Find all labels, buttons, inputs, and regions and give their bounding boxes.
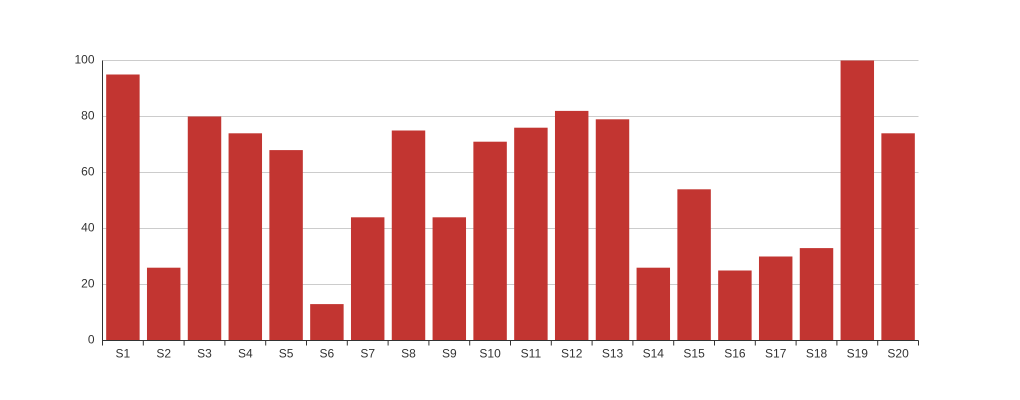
bar [350,217,385,341]
bar [473,141,507,341]
x-tick-label: S4 [238,347,253,361]
x-tick-label: S12 [561,347,583,361]
x-tick-label: S15 [683,347,705,361]
x-tick-label: S19 [847,347,869,361]
bar [677,189,711,341]
x-tick-label: S20 [887,347,909,361]
bar [718,270,752,341]
x-tick-label: S14 [643,347,665,361]
x-tick-label: S2 [156,347,171,361]
x-tick-label: S18 [806,347,828,361]
x-tick-label: S6 [320,347,335,361]
bar [269,150,303,341]
x-tick-label: S7 [360,347,375,361]
x-tick-label: S13 [602,347,624,361]
y-tick-label: 100 [74,53,94,67]
bar [840,60,875,341]
x-tick-label: S10 [479,347,501,361]
y-tick-label: 40 [81,221,95,235]
bar [758,256,793,341]
x-tick-label: S8 [401,347,416,361]
x-tick-label: S5 [279,347,294,361]
bar [881,133,915,341]
y-tick-label: 60 [81,165,95,179]
y-tick-label: 0 [88,333,95,347]
x-tick-label: S1 [116,347,131,361]
bar [595,119,630,341]
x-tick-label: S16 [724,347,746,361]
bar [228,133,263,341]
bar [310,304,344,341]
bar [106,74,140,341]
bar [146,267,181,341]
x-tick-label: S9 [442,347,457,361]
bar [432,217,467,341]
x-tick-label: S3 [197,347,212,361]
bar [554,110,589,341]
x-tick-label: S11 [521,347,542,361]
bar [187,116,222,341]
bar [514,127,548,341]
y-tick-label: 80 [81,109,95,123]
bar [799,248,834,341]
y-tick-label: 20 [81,277,95,291]
bar [636,267,671,341]
bar [391,130,426,341]
x-tick-label: S17 [765,347,787,361]
